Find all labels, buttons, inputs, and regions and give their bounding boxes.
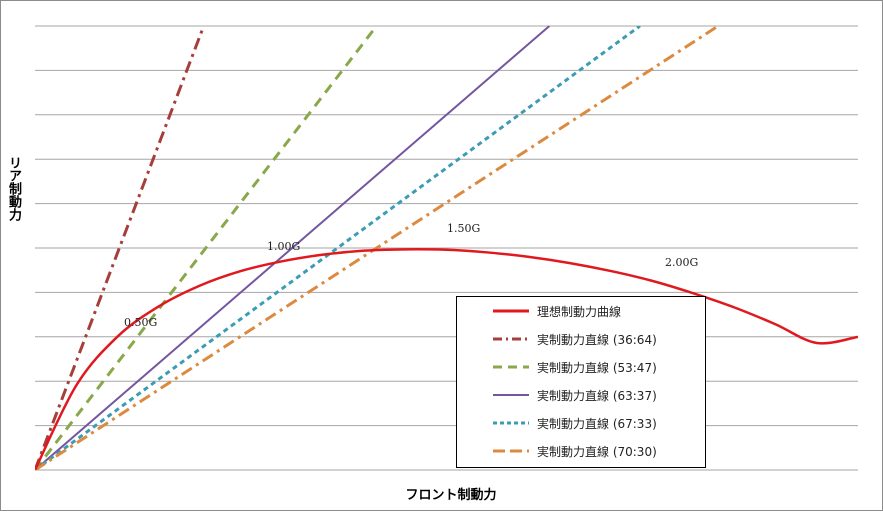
series-line-2 xyxy=(35,26,378,470)
annotation-label: 0.50G xyxy=(124,316,157,329)
x-axis-label: フロント制動力 xyxy=(405,488,497,503)
legend-label-53-47: 実制動力直線 (53:47) xyxy=(537,360,657,375)
series-line-0 xyxy=(35,248,858,470)
legend-item-ideal: 理想制動力曲線 xyxy=(457,297,705,325)
legend-swatch-63-37 xyxy=(493,394,529,396)
legend-label-ideal: 理想制動力曲線 xyxy=(537,304,622,319)
legend-item-53-47: 実制動力直線 (53:47) xyxy=(457,353,705,381)
legend-item-67-33: 実制動力直線 (67:33) xyxy=(457,409,705,437)
series-line-4 xyxy=(35,26,641,470)
annotation-label: 1.50G xyxy=(447,222,480,235)
legend-label-63-37: 実制動力直線 (63:37) xyxy=(537,388,657,403)
legend-item-70-30: 実制動力直線 (70:30) xyxy=(457,437,705,465)
legend-swatch-ideal xyxy=(493,309,529,313)
legend-swatch-53-47 xyxy=(493,365,529,369)
legend-swatch-36-64 xyxy=(493,337,529,341)
annotation-label: 2.00G xyxy=(665,256,698,269)
legend-label-70-30: 実制動力直線 (70:30) xyxy=(537,444,657,459)
series-line-3 xyxy=(35,26,551,470)
legend-swatch-67-33 xyxy=(493,421,529,425)
legend: 理想制動力曲線 実制動力直線 (36:64) 実制動力直線 (53:47) 実制… xyxy=(456,296,706,468)
legend-label-67-33: 実制動力直線 (67:33) xyxy=(537,416,657,431)
y-axis-label: リア制動力 xyxy=(6,156,21,221)
legend-item-36-64: 実制動力直線 (36:64) xyxy=(457,325,705,353)
series-line-1 xyxy=(35,26,206,470)
legend-label-36-64: 実制動力直線 (36:64) xyxy=(537,332,657,347)
legend-item-63-37: 実制動力直線 (63:37) xyxy=(457,381,705,409)
legend-swatch-70-30 xyxy=(493,449,529,453)
series-line-5 xyxy=(35,26,719,470)
annotation-label: 1.00G xyxy=(267,240,300,253)
